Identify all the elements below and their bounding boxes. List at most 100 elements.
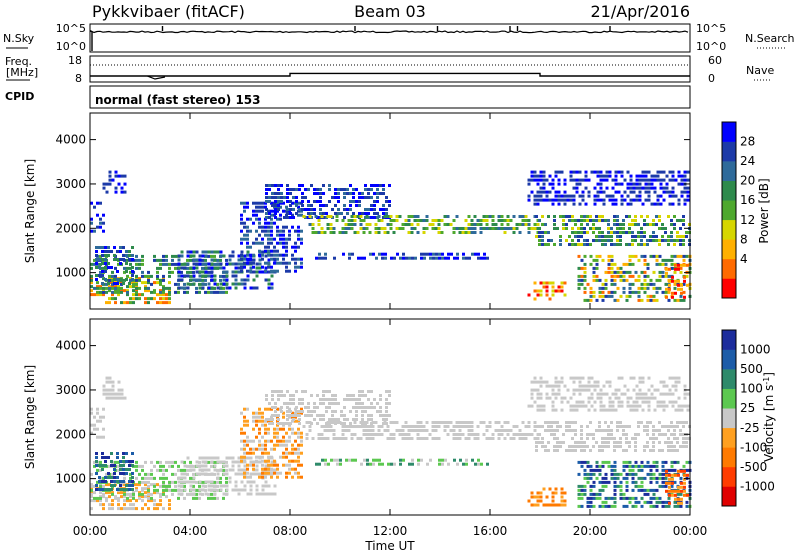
velocity-cell (683, 404, 687, 408)
velocity-cell (267, 492, 271, 496)
velocity-cell (201, 472, 205, 476)
power-cell (123, 301, 126, 305)
velocity-cell (676, 437, 679, 440)
velocity-cell (668, 400, 672, 404)
velocity-cell (90, 483, 93, 487)
velocity-cell (147, 499, 150, 503)
power-cell (119, 246, 122, 249)
power-cell (580, 266, 584, 270)
power-cell (307, 208, 310, 211)
velocity-cell (652, 449, 655, 452)
power-cell (373, 204, 376, 207)
velocity-cell (650, 396, 654, 400)
power-cell (574, 231, 577, 234)
velocity-cell (289, 398, 292, 401)
power-cell (623, 190, 627, 194)
velocity-cell (320, 425, 324, 428)
velocity-cell (634, 472, 638, 476)
velocity-cell (99, 419, 102, 423)
power-cell (195, 258, 199, 262)
power-cell (550, 239, 553, 242)
velocity-cell (120, 491, 123, 495)
power-cell (108, 289, 111, 293)
velocity-cell (580, 464, 584, 468)
velocity-cell (243, 423, 246, 427)
power-cell (225, 286, 229, 290)
velocity-cell (348, 458, 351, 462)
power-cell (674, 267, 677, 271)
power-cell (456, 256, 459, 260)
power-cell (464, 219, 468, 222)
velocity-cell (557, 388, 561, 392)
power-cell (138, 297, 141, 301)
power-cell (437, 223, 441, 226)
power-cell (619, 231, 622, 234)
power-cell (279, 229, 282, 233)
velocity-cell (207, 468, 211, 472)
power-cell (569, 170, 573, 174)
velocity-cell (622, 425, 625, 428)
power-cell (471, 252, 474, 256)
velocity-cell (234, 460, 238, 464)
velocity-cell (104, 476, 107, 479)
velocity-cell (553, 429, 556, 432)
power-cell (285, 213, 288, 217)
power-cell (356, 231, 360, 234)
velocity-cell (452, 425, 456, 428)
velocity-cell (168, 483, 171, 487)
freq-label-line2: [MHz] (6, 66, 38, 79)
power-cell (362, 227, 366, 230)
power-cell (210, 274, 214, 278)
velocity-cell (622, 468, 626, 472)
power-cell (252, 258, 256, 262)
power-cell (560, 170, 564, 174)
power-cell (108, 178, 112, 182)
velocity-cell (671, 489, 674, 493)
power-cell (491, 227, 495, 230)
power-cell (270, 217, 273, 221)
velocity-cell (159, 492, 162, 496)
power-cell (641, 186, 645, 190)
power-cell (641, 178, 645, 182)
velocity-cell (377, 425, 381, 428)
power-cell (488, 215, 492, 218)
power-cell (530, 174, 534, 178)
velocity-cell (590, 384, 594, 388)
velocity-cell (646, 445, 649, 448)
velocity-cell (308, 429, 312, 432)
power-cell (646, 215, 649, 218)
power-cell (198, 262, 202, 266)
power-cell (530, 227, 534, 230)
power-cell (165, 297, 168, 301)
velocity-cell (530, 396, 534, 400)
power-cell (381, 252, 384, 256)
velocity-cell (365, 425, 369, 428)
power-cell (605, 170, 609, 174)
velocity-cell (201, 460, 205, 464)
velocity-cell (119, 480, 122, 483)
velocity-cell (264, 447, 267, 451)
power-cell (102, 277, 105, 281)
velocity-cell (252, 467, 255, 471)
power-cell (583, 286, 587, 290)
power-cell (365, 215, 369, 218)
power-cell (123, 182, 127, 186)
noise-right-tick-top: 10^5 (696, 22, 726, 35)
velocity-cell (162, 472, 165, 476)
power-cell (276, 225, 279, 229)
velocity-cell (252, 411, 255, 415)
velocity-cell (649, 472, 653, 476)
power-cell (680, 283, 683, 287)
power-cell (267, 229, 270, 233)
velocity-cell (580, 445, 583, 448)
velocity-cell (617, 396, 621, 400)
velocity-cell (652, 429, 655, 432)
power-cell (467, 231, 471, 234)
velocity-cell (162, 488, 165, 492)
velocity-cell (604, 480, 608, 484)
power-cell (258, 225, 261, 229)
power-cell (246, 233, 249, 237)
power-cell (589, 286, 593, 290)
power-cell (595, 239, 598, 242)
